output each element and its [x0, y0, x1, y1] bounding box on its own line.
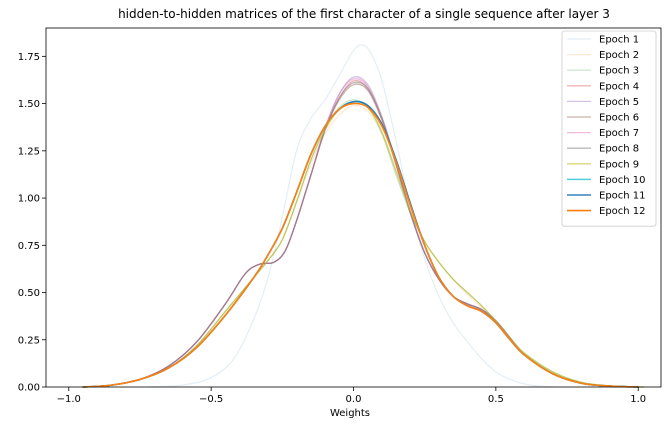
x-axis: −1.0 −0.5 0.0 0.5 1.0	[57, 387, 646, 405]
series-line-epoch-8	[82, 81, 639, 388]
series-line-epoch-11	[82, 100, 640, 388]
series-layer	[82, 44, 645, 388]
y-tick-label: 0.50	[18, 288, 40, 299]
legend-label: Epoch 5	[599, 97, 639, 108]
y-tick-label: 1.00	[18, 194, 40, 205]
series-line-epoch-7	[82, 78, 639, 388]
y-tick-label: 1.50	[18, 99, 40, 110]
y-tick-label: 0.25	[18, 335, 40, 346]
x-tick-label: 0.0	[346, 394, 362, 405]
y-tick-label: 0.75	[18, 241, 40, 252]
legend-label: Epoch 2	[599, 50, 639, 61]
legend-label: Epoch 1	[599, 35, 639, 46]
y-axis: 0.00 0.25 0.50 0.75 1.00 1.25 1.50 1.75	[18, 52, 46, 394]
series-line-epoch-1	[147, 44, 554, 388]
series-line-epoch-10	[82, 100, 639, 388]
x-tick-label: −1.0	[57, 394, 81, 405]
legend-label: Epoch 10	[599, 175, 646, 186]
x-tick-label: 0.5	[488, 394, 504, 405]
legend-label: Epoch 8	[599, 144, 639, 155]
series-line-epoch-4	[82, 79, 639, 388]
legend-label: Epoch 11	[599, 191, 646, 202]
legend-label: Epoch 12	[599, 206, 646, 217]
legend-box	[561, 30, 657, 227]
series-line-epoch-5	[82, 76, 639, 388]
legend-label: Epoch 4	[599, 81, 639, 92]
series-line-epoch-2	[82, 104, 639, 388]
chart-title: hidden-to-hidden matrices of the first c…	[118, 7, 610, 21]
series-line-epoch-9	[82, 100, 645, 388]
x-tick-label: −0.5	[199, 394, 223, 405]
legend: Epoch 1 Epoch 2 Epoch 3 Epoch 4 Epoch 5 Epoch…	[561, 30, 657, 227]
legend-label: Epoch 3	[599, 66, 639, 77]
series-line-epoch-3	[82, 99, 645, 388]
legend-label: Epoch 6	[599, 113, 639, 124]
legend-label: Epoch 7	[599, 128, 639, 139]
y-tick-label: 1.75	[18, 52, 40, 63]
x-axis-label: Weights	[330, 408, 370, 419]
y-tick-label: 1.25	[18, 146, 40, 157]
legend-label: Epoch 9	[599, 159, 639, 170]
series-line-epoch-12	[82, 102, 640, 388]
x-tick-label: 1.0	[630, 394, 646, 405]
y-tick-label: 0.00	[18, 383, 40, 394]
series-line-epoch-6	[82, 83, 639, 388]
